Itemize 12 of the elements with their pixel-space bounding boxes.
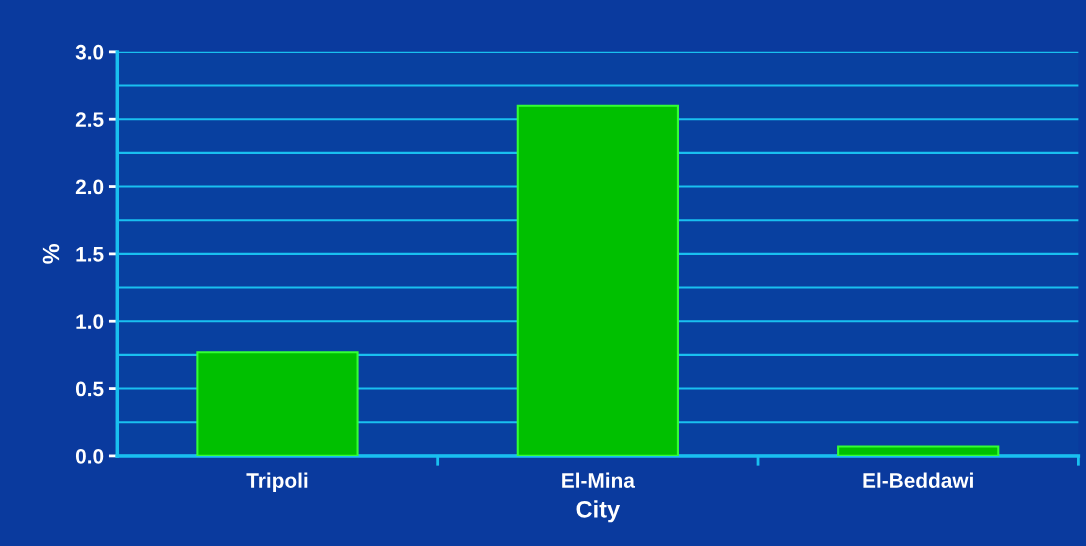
y-axis-title: % [42, 244, 60, 264]
x-tick-label: El-Mina [562, 472, 636, 488]
x-tick-label: Tripoli [246, 472, 308, 492]
y-tick-label: 1.5 [76, 247, 104, 262]
x-tick-label: El-Beddawi [863, 472, 973, 488]
y-tick-label: 3.0 [75, 44, 104, 60]
x-axis-title: City [576, 500, 621, 523]
y-tick-label: 2.0 [75, 179, 104, 195]
y-tick-label: 0.5 [75, 381, 104, 397]
y-tick-label: 0.0 [75, 448, 104, 464]
y-tick-label: 1.0 [76, 314, 104, 329]
y-tick-label: 2.5 [75, 112, 104, 127]
